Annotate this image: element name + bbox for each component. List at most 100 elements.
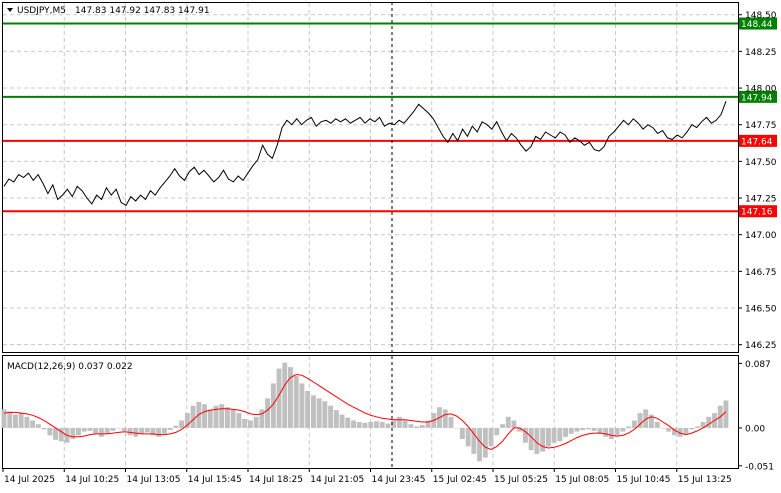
macd-bar [482, 427, 488, 458]
x-tick-label: 15 Jul 02:45 [433, 475, 487, 485]
macd-bar [345, 417, 351, 428]
macd-bar [568, 427, 574, 434]
macd-bar [500, 424, 505, 428]
macd-bar [156, 427, 162, 437]
macd-label: MACD(12,26,9) 0.037 0.022 [7, 362, 133, 372]
y-tick-label: 147.25 [745, 195, 777, 205]
y-tick-label: 146.50 [745, 305, 777, 315]
macd-bar [1, 409, 7, 428]
chevron-down-icon[interactable] [7, 8, 13, 12]
macd-bar [276, 368, 282, 428]
macd-bar [253, 416, 259, 428]
macd-bar [270, 383, 276, 428]
x-tick-label: 15 Jul 08:05 [555, 475, 609, 485]
macd-bar [465, 427, 471, 447]
y-tick-label: 148.25 [745, 48, 777, 58]
x-tick-label: 15 Jul 10:45 [617, 475, 671, 485]
macd-bar [379, 422, 385, 428]
macd-bar [683, 427, 689, 434]
macd-y-tick-label: 0.00 [745, 424, 765, 434]
macd-bar [53, 427, 58, 440]
macd-bar [139, 427, 144, 434]
macd-bar [374, 421, 379, 428]
macd-bar [419, 425, 425, 428]
macd-bar [442, 409, 448, 428]
macd-bar [591, 427, 597, 431]
macd-bar [511, 420, 517, 428]
level-price-tag [739, 134, 777, 147]
macd-bar [202, 404, 207, 428]
macd-bar [356, 422, 362, 428]
macd-bar [242, 419, 248, 428]
macd-bar [184, 413, 190, 428]
macd-bar [93, 427, 99, 434]
macd-bar [545, 427, 551, 447]
macd-bar [247, 420, 253, 428]
macd-bar [162, 427, 167, 434]
macd-bar [563, 427, 568, 437]
symbol-label[interactable]: USDJPY,M5 [17, 6, 66, 16]
macd-bar [614, 427, 620, 436]
macd-bar [626, 426, 631, 428]
level-price-tag [739, 17, 777, 30]
macd-bar [654, 422, 660, 428]
ohlc-label: 147.83 147.92 147.83 147.91 [75, 6, 210, 16]
x-tick-label: 14 Jul 18:25 [249, 475, 303, 485]
macd-bar [333, 410, 339, 428]
macd-bar [282, 362, 288, 428]
macd-bar [597, 427, 603, 434]
macd-bar [660, 427, 666, 429]
y-tick-label: 147.75 [745, 121, 777, 131]
x-tick-label: 14 Jul 13:05 [127, 475, 181, 485]
macd-bar [76, 427, 81, 436]
macd-bar [396, 416, 402, 428]
macd-bar [723, 400, 729, 428]
macd-bar [133, 427, 139, 437]
macd-bar [689, 427, 695, 430]
macd-y-tick-label: -0.051 [745, 462, 774, 472]
macd-bar [265, 398, 270, 428]
macd-bar [448, 416, 454, 428]
macd-bar [494, 427, 500, 436]
macd-bar [305, 390, 311, 428]
x-tick-label: 15 Jul 13:25 [678, 475, 732, 485]
macd-bar [87, 427, 93, 431]
y-tick-label: 147.50 [745, 158, 777, 168]
macd-bar [488, 427, 494, 447]
macd-bar [18, 413, 24, 428]
macd-bar [414, 426, 419, 428]
macd-bar [150, 427, 156, 436]
macd-bar [471, 427, 477, 454]
y-tick-label: 146.75 [745, 268, 777, 278]
macd-bar [7, 411, 13, 428]
macd-bar [391, 420, 397, 428]
price-line [3, 101, 727, 207]
macd-bar [408, 424, 414, 428]
macd-bar [557, 427, 563, 442]
macd-bar [293, 376, 299, 428]
macd-bar [207, 409, 213, 428]
level-layer: 148.44 147.94 147.64 147.16 [3, 17, 777, 218]
macd-bar [385, 423, 391, 428]
macd-bar [98, 427, 104, 437]
macd-bar [425, 420, 431, 428]
macd-bar [574, 427, 580, 432]
macd-bar [225, 407, 230, 428]
macd-bar [58, 427, 64, 442]
y-tick-label: 146.25 [745, 341, 777, 351]
macd-bar [328, 405, 334, 428]
y-tick-label: 147.00 [745, 231, 777, 241]
macd-bar [104, 427, 110, 434]
macd-bar [351, 420, 356, 428]
level-price-label: 147.94 [741, 93, 773, 103]
macd-bar [608, 427, 614, 439]
macd-bar [339, 414, 345, 428]
x-axis: 14 Jul 2025 14 Jul 10:25 14 Jul 13:05 14 Ju… [2, 468, 732, 485]
macd-bar [173, 425, 179, 428]
macd-bar [528, 427, 534, 451]
macd-bar [677, 427, 683, 437]
macd-bar [540, 427, 546, 452]
macd-bar [402, 420, 408, 428]
